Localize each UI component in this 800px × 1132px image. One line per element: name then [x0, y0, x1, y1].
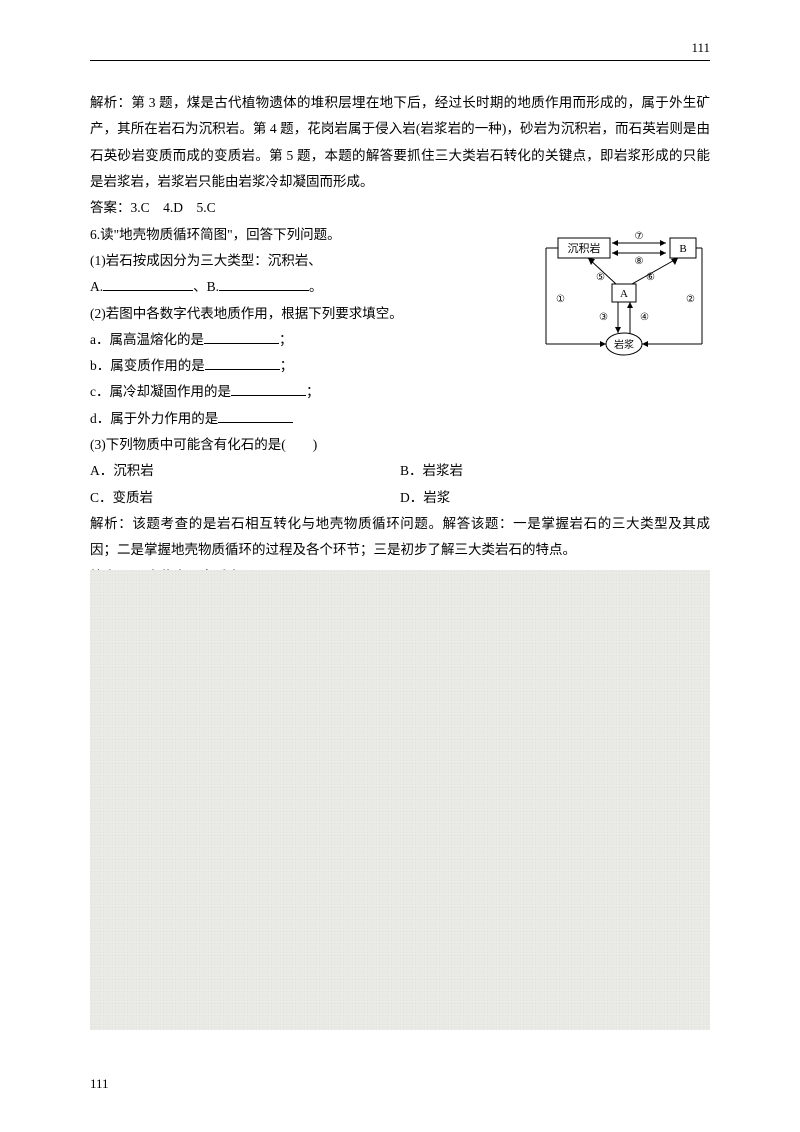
label-a: A. — [90, 279, 103, 294]
circled-7: ⑦ — [635, 231, 644, 242]
explanation-3-5: 解析：第 3 题，煤是古代植物遗体的堆积层埋在地下后，经过长时期的地质作用而形成… — [90, 90, 710, 195]
options-row-2: C．变质岩 D．岩浆 — [90, 485, 710, 511]
question-6-text: 6.读"地壳物质循环简图"，回答下列问题。 (1)岩石按成因分为三大类型：沉积岩… — [90, 222, 518, 433]
q6-part1: (1)岩石按成因分为三大类型：沉积岩、 — [90, 248, 518, 274]
options-row-1: A．沉积岩 B．岩浆岩 — [90, 458, 710, 484]
blank-b — [219, 278, 309, 292]
diagram-magma: 岩浆 — [614, 338, 634, 351]
answer-3-5: 答案：3.C 4.D 5.C — [90, 195, 710, 221]
q6-2c: c．属冷却凝固作用的是 ； — [90, 379, 518, 405]
q6-part1-blanks: A. 、B. 。 — [90, 274, 518, 300]
texture-placeholder — [90, 570, 710, 1030]
q6-2b: b．属变质作用的是 ； — [90, 353, 518, 379]
blank-2a — [204, 330, 279, 344]
question-6-block: 6.读"地壳物质循环简图"，回答下列问题。 (1)岩石按成因分为三大类型：沉积岩… — [90, 222, 710, 433]
q6-2a: a．属高温熔化的是 ； — [90, 327, 518, 353]
q6-part3: (3)下列物质中可能含有化石的是( ) — [90, 432, 710, 458]
semi-a: ； — [279, 332, 293, 347]
circled-5: ⑤ — [596, 272, 605, 283]
circled-3: ③ — [599, 312, 608, 323]
q6-2d-text: d．属于外力作用的是 — [90, 411, 218, 426]
circled-1: ① — [556, 294, 565, 305]
q6-stem: 6.读"地壳物质循环简图"，回答下列问题。 — [90, 222, 518, 248]
q6-part2: (2)若图中各数字代表地质作用，根据下列要求填空。 — [90, 301, 518, 327]
q6-2d: d．属于外力作用的是 — [90, 406, 518, 432]
blank-2d — [218, 409, 293, 423]
q6-2c-text: c．属冷却凝固作用的是 — [90, 384, 231, 399]
period: 。 — [309, 279, 323, 294]
circled-8: ⑧ — [635, 256, 644, 267]
circled-6: ⑥ — [646, 272, 655, 283]
q6-2b-text: b．属变质作用的是 — [90, 358, 205, 373]
q6-explanation: 解析：该题考查的是岩石相互转化与地壳物质循环问题。解答该题：一是掌握岩石的三大类… — [90, 511, 710, 564]
diagram-b: B — [679, 243, 686, 255]
blank-2b — [205, 357, 280, 371]
rock-cycle-diagram: 沉积岩 B ⑦ ⑧ A ⑤ ⑥ — [538, 222, 710, 433]
document-content: 解析：第 3 题，煤是古代植物遗体的堆积层埋在地下后，经过长时期的地质作用而形成… — [90, 90, 710, 616]
top-rule — [90, 60, 710, 61]
page-number-top: 111 — [691, 40, 710, 56]
option-d: D．岩浆 — [400, 485, 710, 511]
option-c: C．变质岩 — [90, 485, 400, 511]
diagram-a: A — [620, 288, 628, 300]
semi-b: ； — [280, 358, 294, 373]
option-a: A．沉积岩 — [90, 458, 400, 484]
q6-2a-text: a．属高温熔化的是 — [90, 332, 204, 347]
option-b: B．岩浆岩 — [400, 458, 710, 484]
circled-2: ② — [686, 294, 695, 305]
blank-2c — [231, 383, 306, 397]
diagram-sediment: 沉积岩 — [568, 241, 601, 255]
blank-a — [103, 278, 193, 292]
page-number-bottom: 111 — [90, 1076, 109, 1092]
circled-4: ④ — [640, 312, 649, 323]
semi-c: ； — [306, 384, 320, 399]
label-b: 、B. — [193, 279, 219, 294]
